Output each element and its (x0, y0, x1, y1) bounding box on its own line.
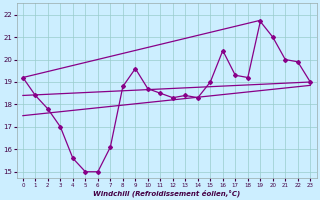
X-axis label: Windchill (Refroidissement éolien,°C): Windchill (Refroidissement éolien,°C) (93, 189, 240, 197)
